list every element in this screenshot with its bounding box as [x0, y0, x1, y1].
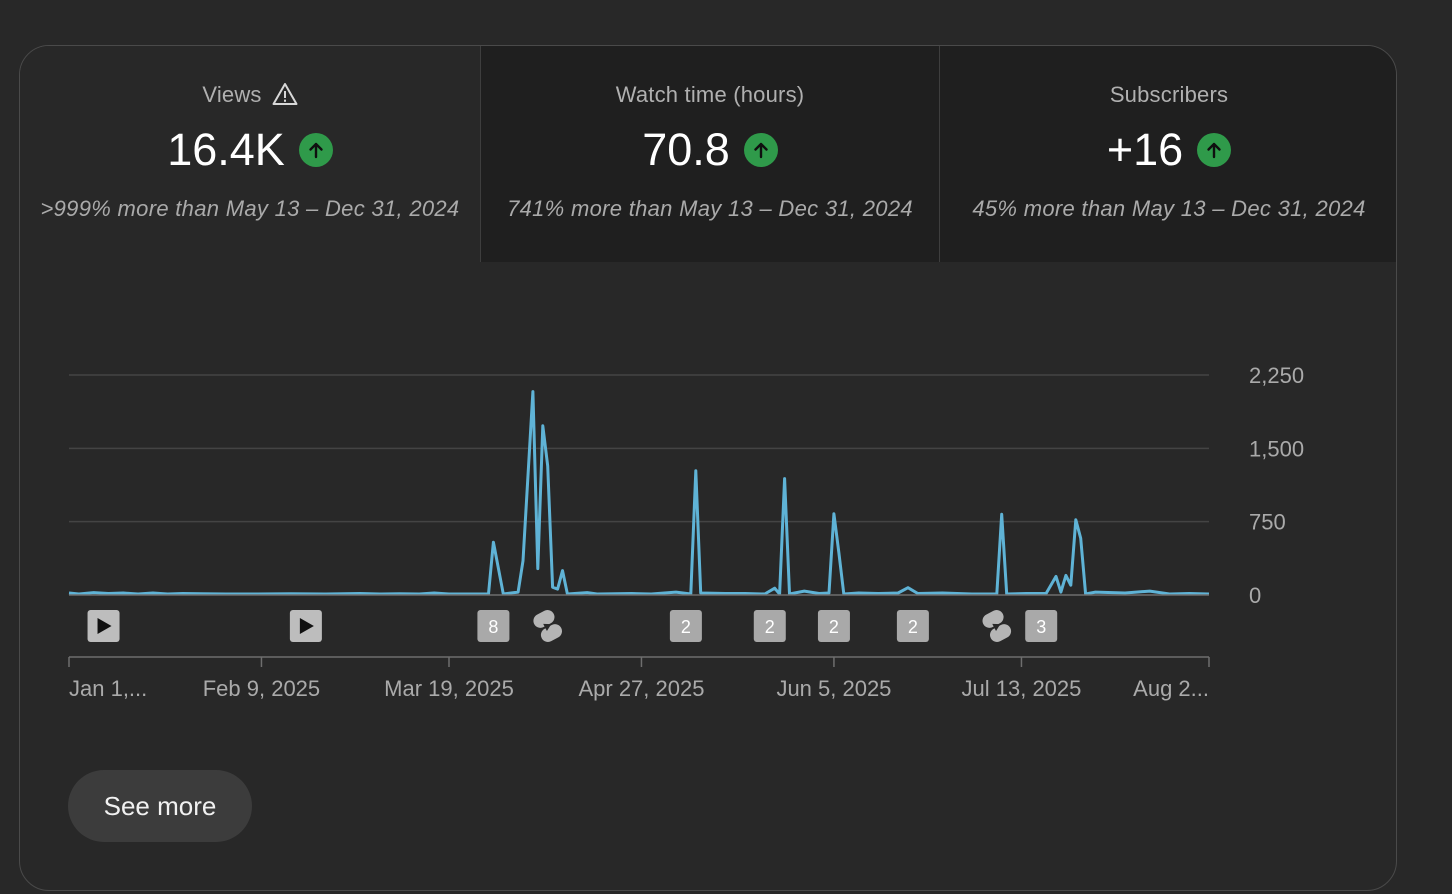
tab-views-title: Views	[202, 82, 262, 107]
x-tick-label: Mar 19, 2025	[384, 676, 514, 701]
analytics-card: Views 16.4K >999% more than May 13 – Dec…	[19, 45, 1397, 891]
x-tick-label: Jan 1,...	[69, 676, 147, 701]
y-tick-label: 1,500	[1249, 436, 1304, 461]
upload-count-label: 8	[488, 617, 498, 637]
x-tick-label: Apr 27, 2025	[578, 676, 704, 701]
x-tick-label: Jul 13, 2025	[962, 676, 1082, 701]
arrow-up-icon	[743, 133, 778, 167]
arrow-up-icon	[1197, 133, 1232, 167]
tab-subscribers[interactable]: Subscribers +16 45% more than May 13 – D…	[939, 46, 1396, 262]
y-tick-label: 750	[1249, 510, 1286, 535]
upload-count-marker	[1025, 610, 1058, 642]
tab-watch-time-title: Watch time (hours)	[615, 82, 805, 107]
views-chart: 2,250 1,500 750 0 8 2 2 2 2 3 Jan 1,... Feb 9, 2025…	[68, 363, 1304, 701]
video-marker-icon	[289, 610, 322, 642]
tab-watch-time-comparison: 741% more than May 13 – Dec 31, 2024	[507, 196, 913, 221]
tab-subscribers-title: Subscribers	[1109, 82, 1229, 107]
tab-watch-time-value: 70.8	[642, 124, 730, 175]
tab-subscribers-comparison: 45% more than May 13 – Dec 31, 2024	[972, 196, 1366, 221]
shorts-marker-icon	[533, 610, 562, 642]
tab-watch-time[interactable]: Watch time (hours) 70.8 741% more than M…	[480, 46, 939, 262]
upload-count-marker	[896, 610, 929, 642]
shorts-marker-icon	[982, 610, 1012, 642]
upload-count-marker	[477, 610, 510, 642]
tab-views[interactable]: Views 16.4K >999% more than May 13 – Dec…	[20, 46, 480, 262]
tab-views-value: 16.4K	[167, 124, 285, 175]
tab-subscribers-value: +16	[1106, 124, 1184, 175]
tab-views-comparison: >999% more than May 13 – Dec 31, 2024	[40, 196, 460, 221]
y-tick-label: 0	[1249, 583, 1261, 608]
upload-count-marker	[817, 610, 850, 642]
x-tick-label: Aug 2...	[1133, 676, 1209, 701]
upload-count-label: 2	[908, 617, 918, 637]
upload-count-label: 2	[765, 617, 775, 637]
x-tick-label: Jun 5, 2025	[776, 676, 891, 701]
views-line	[68, 390, 1210, 596]
upload-count-label: 2	[829, 617, 839, 637]
x-tick-label: Feb 9, 2025	[203, 676, 320, 701]
warning-icon[interactable]	[272, 82, 298, 112]
arrow-up-icon	[298, 133, 333, 167]
upload-count-marker	[669, 610, 702, 642]
upload-count-label: 2	[681, 617, 691, 637]
upload-count-label: 3	[1036, 617, 1046, 637]
metric-tabs: Views 16.4K >999% more than May 13 – Dec…	[20, 46, 1396, 262]
video-marker-icon	[87, 610, 120, 642]
see-more-button[interactable]: See more	[68, 770, 252, 842]
y-tick-label: 2,250	[1249, 363, 1304, 388]
upload-count-marker	[753, 610, 786, 642]
